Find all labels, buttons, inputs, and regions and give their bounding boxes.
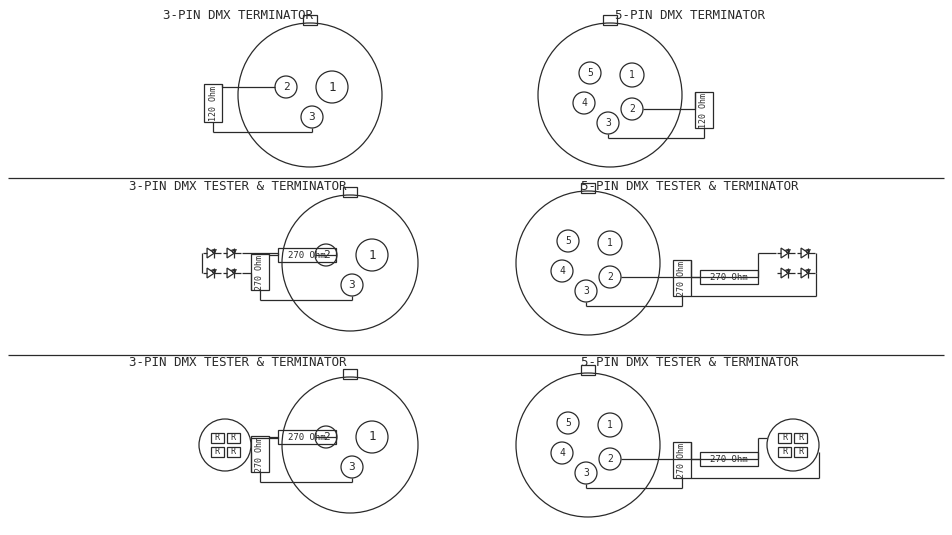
Text: R: R (230, 433, 235, 442)
Text: 3: 3 (348, 462, 355, 472)
Text: 5: 5 (565, 418, 571, 428)
Text: 120 Ohm: 120 Ohm (208, 86, 217, 120)
Text: 1: 1 (368, 431, 376, 444)
Text: 1: 1 (328, 80, 336, 94)
Text: 3: 3 (583, 286, 589, 296)
Text: 5-PIN DMX TESTER & TERMINATOR: 5-PIN DMX TESTER & TERMINATOR (582, 180, 799, 193)
Bar (700, 270, 758, 284)
Bar (251, 254, 269, 290)
Text: 120 Ohm: 120 Ohm (700, 93, 708, 127)
Text: R: R (214, 433, 220, 442)
Text: R: R (214, 447, 220, 456)
Text: 1: 1 (368, 248, 376, 262)
Text: 3-PIN DMX TERMINATOR: 3-PIN DMX TERMINATOR (163, 9, 313, 21)
Bar (278, 248, 336, 262)
Bar (795, 447, 807, 457)
Text: 2: 2 (283, 82, 289, 92)
Bar (227, 447, 240, 457)
Bar (581, 365, 595, 375)
Bar (343, 187, 357, 197)
Text: R: R (799, 433, 803, 442)
Text: 270 Ohm: 270 Ohm (678, 261, 686, 295)
Text: 3: 3 (308, 112, 315, 122)
Text: 4: 4 (559, 448, 565, 458)
Text: 4: 4 (559, 266, 565, 276)
Bar (251, 436, 269, 472)
Text: 270 Ohm: 270 Ohm (288, 432, 326, 441)
Bar (673, 260, 691, 296)
Bar (695, 92, 713, 128)
Bar (204, 84, 222, 122)
Text: 5-PIN DMX TERMINATOR: 5-PIN DMX TERMINATOR (615, 9, 765, 21)
Bar (210, 447, 224, 457)
Text: 1: 1 (607, 420, 613, 430)
Bar (210, 433, 224, 443)
Bar (303, 15, 317, 25)
Bar (673, 442, 691, 478)
Text: R: R (783, 433, 787, 442)
Text: 2: 2 (607, 454, 613, 464)
Text: 1: 1 (607, 238, 613, 248)
Text: 3: 3 (605, 118, 611, 128)
Bar (278, 430, 336, 444)
Bar (779, 447, 791, 457)
Bar (795, 433, 807, 443)
Text: 3-PIN DMX TESTER & TERMINATOR: 3-PIN DMX TESTER & TERMINATOR (129, 356, 347, 370)
Bar (227, 433, 240, 443)
Bar (603, 15, 617, 25)
Text: 5: 5 (587, 68, 593, 78)
Text: 1: 1 (629, 70, 635, 80)
Bar (700, 452, 758, 466)
Text: R: R (230, 447, 235, 456)
Text: 270 Ohm: 270 Ohm (678, 442, 686, 478)
Text: 3-PIN DMX TESTER & TERMINATOR: 3-PIN DMX TESTER & TERMINATOR (129, 180, 347, 193)
Text: 4: 4 (581, 98, 587, 108)
Text: 5: 5 (565, 236, 571, 246)
Text: 3: 3 (583, 468, 589, 478)
Text: R: R (799, 447, 803, 456)
Text: 3: 3 (348, 280, 355, 290)
Text: 270 Ohm: 270 Ohm (255, 437, 265, 471)
Text: 270 Ohm: 270 Ohm (288, 250, 326, 259)
Bar (581, 183, 595, 193)
Text: 5-PIN DMX TESTER & TERMINATOR: 5-PIN DMX TESTER & TERMINATOR (582, 356, 799, 370)
Bar (779, 433, 791, 443)
Text: 270 Ohm: 270 Ohm (710, 455, 748, 463)
Text: 2: 2 (629, 104, 635, 114)
Text: 2: 2 (323, 250, 329, 260)
Text: 2: 2 (323, 432, 329, 442)
Bar (343, 369, 357, 379)
Text: 270 Ohm: 270 Ohm (255, 255, 265, 289)
Text: R: R (783, 447, 787, 456)
Text: 2: 2 (607, 272, 613, 282)
Text: 270 Ohm: 270 Ohm (710, 272, 748, 281)
